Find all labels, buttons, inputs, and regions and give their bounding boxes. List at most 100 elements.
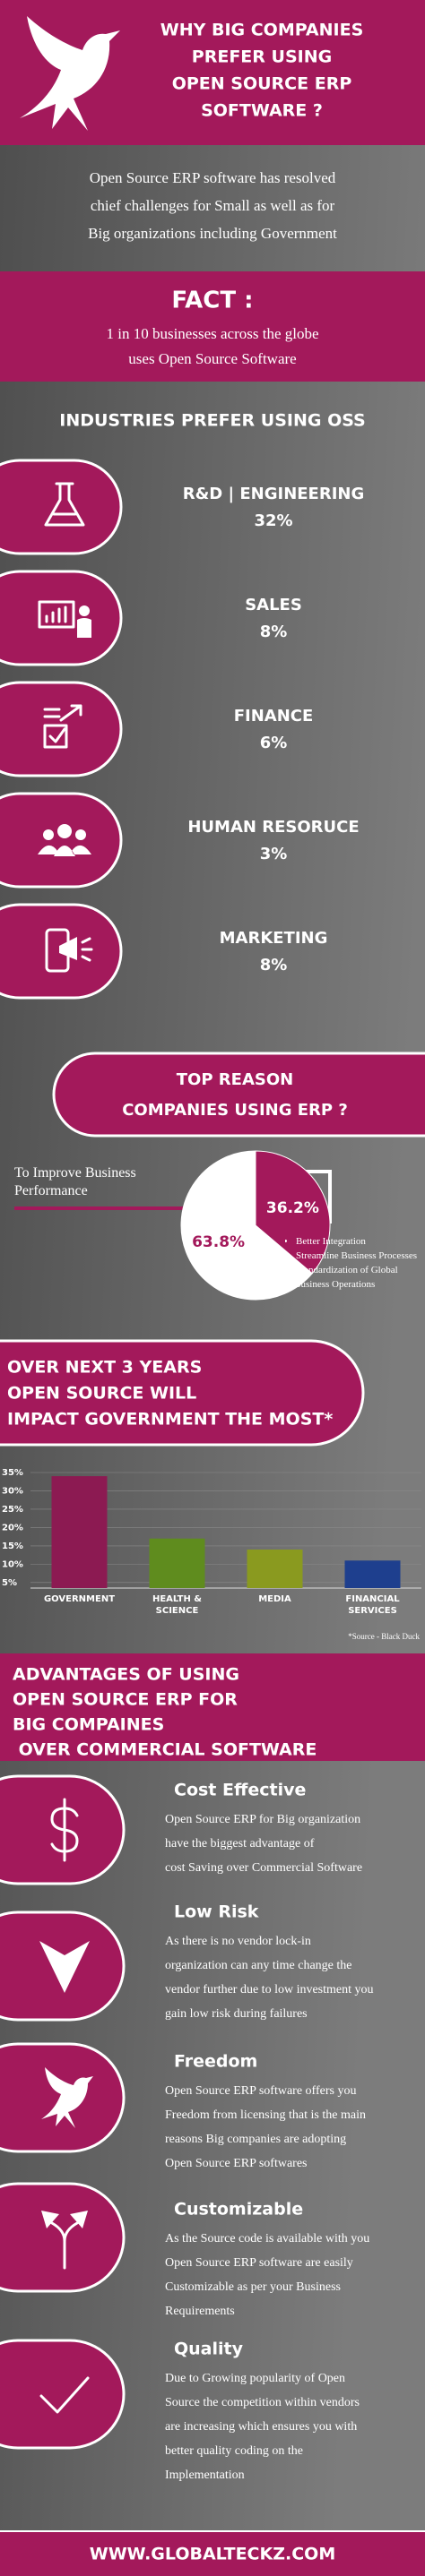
fact-band	[0, 271, 425, 382]
sales-icon	[38, 600, 91, 638]
dollar-icon	[50, 1798, 79, 1862]
advantage-text: gain low risk during failures	[165, 2007, 308, 2021]
advantage-text: Source the competition within vendors	[165, 2396, 360, 2409]
advantage-title: Quality	[174, 2340, 244, 2359]
pie-category-box: To Improve Business Performance	[14, 1165, 136, 1198]
pie-note: Standardization of Global business Opera…	[296, 1263, 425, 1292]
advantage-text: Open Source ERP software are easily	[165, 2256, 353, 2270]
advantage-text: Requirements	[165, 2305, 235, 2318]
industry-name: MARKETING	[220, 929, 328, 948]
pie-slice	[180, 1150, 313, 1301]
fact-text: uses Open Source Software	[128, 350, 296, 367]
industry-tab	[0, 681, 123, 777]
advantage-title: Cost Effective	[174, 1781, 306, 1800]
bar	[247, 1550, 303, 1588]
y-tick-label: 25%	[2, 1505, 23, 1515]
bar	[51, 1476, 108, 1588]
advantage-text: Freedom from licensing that is the main	[165, 2108, 366, 2122]
pie-note: Streamline Business Processes	[296, 1249, 425, 1263]
pie-title: COMPANIES USING ERP ?	[122, 1101, 348, 1120]
y-tick-label: 35%	[2, 1468, 23, 1478]
pie-value-label: 36.2%	[266, 1199, 319, 1217]
bar-category-box: FINANCIAL SERVICES	[345, 1594, 400, 1616]
advantage-text: better quality coding on the	[165, 2444, 303, 2458]
advantage-text: organization can any time change the	[165, 1959, 352, 1972]
pie-slice	[255, 1150, 331, 1275]
advantage-tab	[0, 2182, 126, 2293]
intro-text: Big organizations including Government	[88, 225, 337, 242]
pie-value-label: 63.8%	[192, 1233, 245, 1251]
footer-band	[0, 2531, 425, 2576]
people-icon	[38, 824, 91, 856]
advantage-text: cost Saving over Commercial Software	[165, 1861, 362, 1875]
advantage-text: have the biggest advantage of	[165, 1837, 315, 1850]
bar-category-box: MEDIA	[258, 1594, 291, 1604]
advantage-text: Customizable as per your Business	[165, 2280, 341, 2294]
advantage-tab	[0, 2339, 126, 2450]
bar-title-pill	[0, 1339, 365, 1447]
pie-category-label: To Improve Business Performance	[14, 1165, 136, 1198]
down-arrow-icon	[39, 1941, 90, 1993]
industry-share: 32%	[254, 511, 292, 530]
finance-icon	[43, 704, 82, 749]
y-tick-label: 15%	[2, 1541, 23, 1551]
y-tick-label: 5%	[2, 1578, 17, 1588]
pie-notes-list: Better IntegrationStreamline Business Pr…	[285, 1234, 425, 1292]
pie-note: Better Integration	[296, 1234, 425, 1249]
marketing-icon	[45, 928, 93, 973]
advantage-text: Due to Growing popularity of Open	[165, 2372, 345, 2385]
advantage-text: reasons Big companies are adopting	[165, 2133, 346, 2146]
source-note: *Source - Black Duck	[348, 1632, 420, 1641]
industry-tab	[0, 459, 123, 555]
bar-category-box: HEALTH & SCIENCE	[152, 1594, 202, 1616]
check-icon	[39, 2376, 90, 2414]
footer-url: WWW.GLOBALTECKZ.COM	[90, 2545, 335, 2564]
x-tick-label: FINANCIAL SERVICES	[345, 1594, 400, 1616]
industry-share: 8%	[260, 956, 288, 975]
advantage-text: Open Source ERP softwares	[165, 2157, 308, 2170]
advantage-text: Open Source ERP for Big organization	[165, 1813, 360, 1826]
advantage-text: are increasing which ensures you with	[165, 2420, 357, 2434]
fact-text: 1 in 10 businesses across the globe	[106, 325, 318, 342]
advantage-tabs	[0, 1774, 126, 2450]
bar-title: OVER NEXT 3 YEARS	[7, 1358, 202, 1378]
pie-notes-box: Better IntegrationStreamline Business Pr…	[285, 1234, 425, 1306]
advantage-text: Open Source ERP software offers you	[165, 2084, 356, 2098]
header-title: OPEN SOURCE ERP	[172, 74, 352, 94]
industry-name: SALES	[245, 596, 302, 614]
dove-small-icon	[41, 2067, 93, 2128]
flask-icon	[44, 482, 85, 527]
industry-share: 6%	[260, 734, 288, 752]
industry-name: R&D | ENGINEERING	[183, 485, 365, 503]
dove-icon	[20, 16, 120, 131]
intro-text: chief challenges for Small as well as fo…	[91, 197, 335, 214]
advantage-text: As there is no vendor lock-in	[165, 1935, 311, 1948]
industry-tab	[0, 792, 123, 889]
bar-title: OPEN SOURCE WILL	[7, 1384, 196, 1404]
bar	[344, 1560, 401, 1588]
industry-tabs	[0, 459, 123, 1000]
advantages-title: OVER COMMERCIAL SOFTWARE	[13, 1740, 317, 1760]
x-tick-label: MEDIA	[258, 1594, 291, 1604]
advantage-title: Freedom	[174, 2052, 257, 2072]
advantage-text: Implementation	[165, 2469, 245, 2482]
industry-share: 8%	[260, 623, 288, 641]
x-tick-label: GOVERNMENT	[43, 1594, 116, 1604]
industry-name: HUMAN RESORUCE	[187, 818, 359, 837]
advantages-band	[0, 1653, 425, 1761]
industries-title: INDUSTRIES PREFER USING OSS	[59, 411, 366, 431]
bar	[149, 1538, 205, 1588]
advantages-title: OPEN SOURCE ERP FOR	[13, 1690, 238, 1710]
arrows-icon	[41, 2211, 88, 2270]
intro-text: Open Source ERP software has resolved	[90, 169, 336, 186]
advantages-title: BIG COMPAINES	[13, 1715, 164, 1735]
advantage-title: Low Risk	[174, 1902, 259, 1922]
bar-title: IMPACT GOVERNMENT THE MOST*	[7, 1410, 333, 1430]
advantages-title: ADVANTAGES OF USING	[13, 1665, 239, 1685]
industry-share: 3%	[260, 845, 288, 863]
pie-title-pill	[52, 1052, 425, 1138]
header-title: SOFTWARE ?	[201, 101, 323, 121]
bar-category-box: GOVERNMENT	[43, 1594, 116, 1604]
industry-name: FINANCE	[234, 707, 314, 726]
